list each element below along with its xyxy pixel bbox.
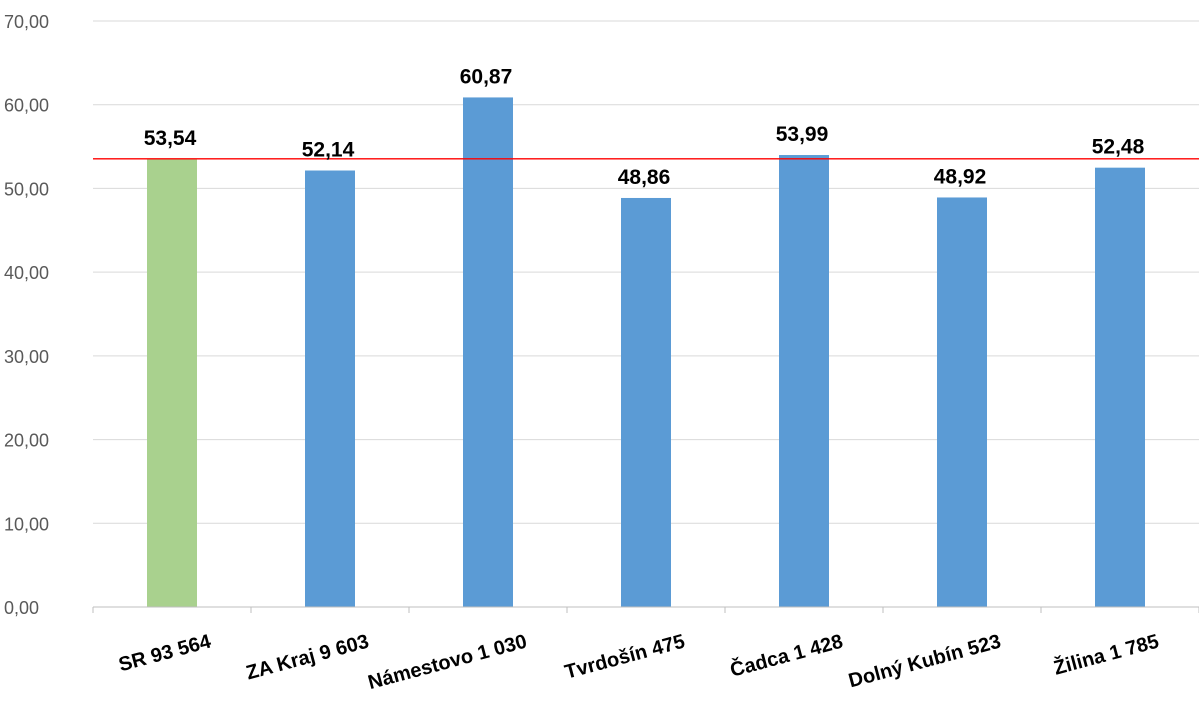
x-tick-label: Dolný Kubín 523 — [846, 631, 1003, 693]
data-label: 53,99 — [776, 123, 829, 146]
bar — [779, 155, 829, 607]
bar — [305, 171, 355, 607]
x-tick-label: SR 93 564 — [116, 630, 214, 676]
bar — [147, 159, 197, 607]
data-label: 52,48 — [1092, 136, 1145, 159]
x-tick-label: ZA Kraj 9 603 — [244, 631, 371, 685]
y-tick-label: 20,00 — [4, 431, 49, 451]
data-labels: 53,54 52,14 60,87 48,86 53,99 48,92 52,48 — [144, 65, 1145, 189]
data-label: 52,14 — [302, 139, 355, 162]
x-tick-label: Čadca 1 428 — [727, 629, 845, 682]
y-tick-label: 50,00 — [4, 179, 49, 199]
y-tick-label: 30,00 — [4, 347, 49, 367]
bar — [463, 97, 513, 607]
y-tick-label: 70,00 — [4, 12, 49, 32]
data-label: 48,92 — [934, 165, 987, 188]
y-tick-label: 10,00 — [4, 514, 49, 534]
x-axis — [93, 607, 1199, 613]
y-tick-label: 40,00 — [4, 263, 49, 283]
x-tick-label: Námestovo 1 030 — [366, 631, 530, 695]
bar — [937, 197, 987, 607]
bar — [621, 198, 671, 607]
x-tick-label: Žilina 1 785 — [1051, 629, 1161, 680]
y-tick-label: 0,00 — [4, 598, 39, 618]
x-tick-label: Tvrdošín 475 — [562, 631, 687, 684]
data-label: 53,54 — [144, 127, 197, 150]
data-label: 60,87 — [460, 65, 513, 88]
y-tick-label: 60,00 — [4, 96, 49, 116]
data-label: 48,86 — [618, 166, 671, 189]
bar — [1095, 168, 1145, 607]
y-axis-tick-labels: 0,00 10,00 20,00 30,00 40,00 50,00 60,00 70,00 — [4, 12, 49, 618]
